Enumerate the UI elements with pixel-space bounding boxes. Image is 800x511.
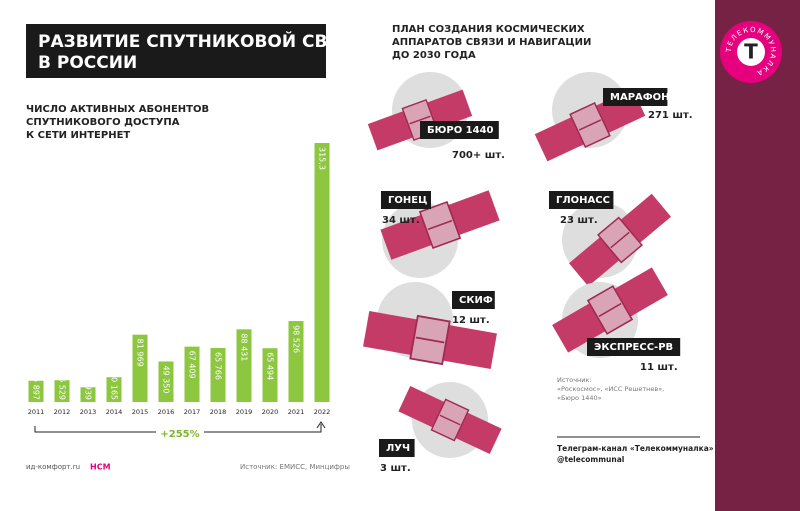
satellites: БЮРО 1440 700+ шт. МАРАФОН 271 шт. ГОНЕЦ 34 ш… <box>379 88 693 474</box>
plan-title: ПЛАН СОЗДАНИЯ КОСМИЧЕСКИХ <box>392 24 585 35</box>
channel: @telecommunal <box>557 455 624 464</box>
growth-bg <box>156 428 204 438</box>
logo-letter: Т <box>744 40 758 64</box>
x-tick-label: 2019 <box>236 408 253 416</box>
plan-title: АППАРАТОВ СВЯЗИ И НАВИГАЦИИ <box>392 37 591 48</box>
bar <box>262 348 278 402</box>
bar <box>184 346 200 402</box>
x-tick-label: 2016 <box>158 408 175 416</box>
bar <box>236 329 252 402</box>
satellite-name: ГОНЕЦ <box>388 195 427 206</box>
growth-label: +255% <box>160 429 199 440</box>
title-box <box>26 24 326 78</box>
footer-site: ид-комфорт.ru <box>26 463 80 471</box>
bar <box>158 361 174 402</box>
satellite-name: БЮРО 1440 <box>427 125 494 136</box>
x-tick-label: 2020 <box>262 408 279 416</box>
bar <box>106 377 122 402</box>
satellite-name: МАРАФОН <box>610 92 670 103</box>
bar <box>288 321 304 402</box>
value-label: 30 165 <box>110 372 119 400</box>
satellite-count: 3 шт. <box>380 463 411 474</box>
x-tick-label: 2015 <box>132 408 149 416</box>
satellite-count: 12 шт. <box>452 315 490 326</box>
satellite-label-box <box>452 291 495 309</box>
photo-tint <box>715 0 800 511</box>
satellite-name: ЭКСПРЕСС-РВ <box>594 342 673 353</box>
footer-brand: НСМ <box>90 463 111 472</box>
bar <box>314 143 330 402</box>
source-right: Источник: <box>557 376 592 384</box>
satellite-label-box <box>381 191 431 209</box>
x-tick-label: 2018 <box>210 408 227 416</box>
satellite-name: ГЛОНАСС <box>556 195 610 206</box>
channel: Телеграм-канал «Телекоммуналка» <box>557 444 714 453</box>
value-label: 25 897 <box>32 372 41 400</box>
satellite-count: 34 шт. <box>382 215 420 226</box>
satellite-name: СКИФ <box>459 295 493 306</box>
satellite-count: 11 шт. <box>640 362 678 373</box>
bar <box>80 387 96 402</box>
value-label: 81 969 <box>136 339 145 367</box>
value-label: 98 526 <box>292 325 301 353</box>
satellite-count: 700+ шт. <box>452 150 505 161</box>
satellite-count: 23 шт. <box>560 215 598 226</box>
bar <box>54 380 70 402</box>
value-label: 67 409 <box>188 351 197 379</box>
x-tick-label: 2022 <box>314 408 331 416</box>
x-tick-label: 2014 <box>106 408 123 416</box>
chart-title: К СЕТИ ИНТЕРНЕТ <box>26 130 130 141</box>
satellite-name: ЛУЧ <box>386 443 410 454</box>
x-tick-label: 2011 <box>28 408 45 416</box>
title: В РОССИИ <box>38 53 137 73</box>
source-right: «Роскосмос», «ИСС Решетнев», <box>557 385 664 393</box>
photo-strip <box>715 0 800 511</box>
satellite-label-box <box>420 121 499 139</box>
satellite-count: 271 шт. <box>648 110 693 121</box>
x-tick-label: 2013 <box>80 408 97 416</box>
value-label: 65 494 <box>266 352 275 380</box>
logo-inner <box>737 38 765 66</box>
footer-source: Источник: ЕМИСС, Минцифры <box>240 463 350 471</box>
bars: 25 897 2011 26 529 2012 17 939 2013 30 165 2014… <box>28 143 331 416</box>
x-tick-label: 2017 <box>184 408 201 416</box>
title: РАЗВИТИЕ СПУТНИКОВОЙ СВЯЗИ <box>38 30 367 52</box>
value-label: 65 766 <box>214 352 223 380</box>
x-tick-label: 2021 <box>288 408 305 416</box>
value-label: 49 350 <box>162 365 171 393</box>
value-label: 17 939 <box>84 372 93 400</box>
satellite-art <box>361 72 674 458</box>
satellite-label-box <box>379 439 415 457</box>
plan-title: ДО 2030 ГОДА <box>392 50 476 61</box>
satellite-label-box <box>549 191 614 209</box>
x-tick-label: 2012 <box>54 408 71 416</box>
satellite-label-box <box>603 88 668 106</box>
source-right: «Бюро 1440» <box>557 394 602 402</box>
value-label: 88 431 <box>240 333 249 361</box>
chart-title: СПУТНИКОВОГО ДОСТУПА <box>26 117 180 128</box>
bar <box>28 380 44 402</box>
value-label: 26 529 <box>58 372 67 400</box>
bar <box>210 347 226 402</box>
satellite-label-box <box>587 338 681 356</box>
value-label: 315,3 <box>318 147 327 170</box>
bar <box>132 334 148 402</box>
chart-title: ЧИСЛО АКТИВНЫХ АБОНЕНТОВ <box>26 104 209 115</box>
